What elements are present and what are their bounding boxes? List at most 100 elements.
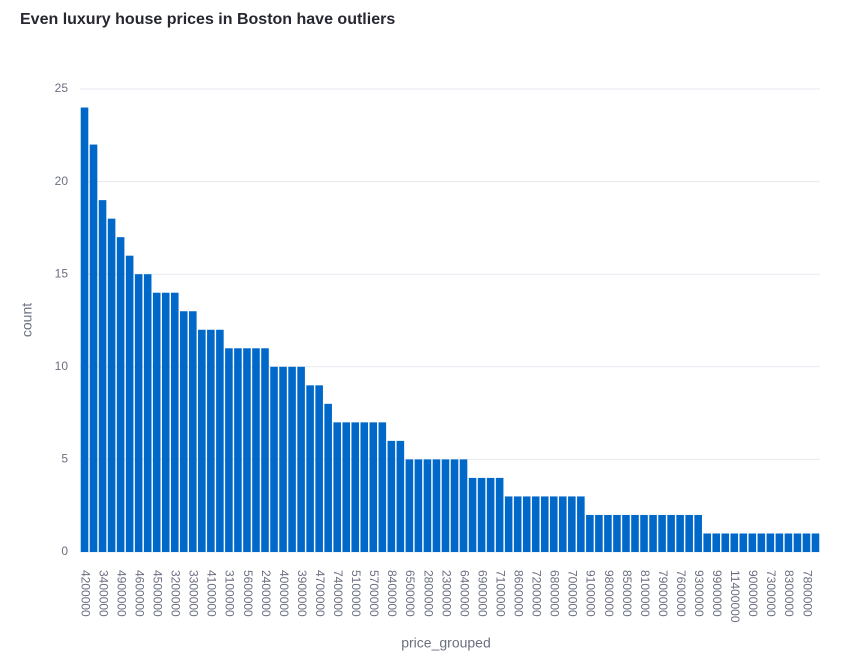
x-tick-label: 4600000	[132, 570, 146, 617]
x-tick-label: 8600000	[512, 570, 526, 617]
x-tick-label: 3100000	[223, 570, 237, 617]
bar	[225, 348, 233, 552]
bar	[152, 292, 161, 552]
bar	[631, 514, 639, 552]
x-tick-label: 3200000	[169, 570, 183, 617]
bar	[703, 533, 711, 552]
x-axis-title: price_grouped	[401, 635, 491, 651]
bar	[739, 533, 748, 552]
bar	[676, 514, 684, 552]
x-tick-label: 4700000	[313, 570, 327, 617]
bar	[342, 422, 351, 552]
bar	[459, 459, 468, 552]
bar	[640, 514, 648, 552]
bar	[540, 496, 549, 552]
chart-title: Even luxury house prices in Boston have …	[20, 11, 395, 28]
bar	[649, 514, 657, 552]
x-tick-label: 5600000	[241, 570, 255, 617]
x-tick-label: 8500000	[620, 570, 634, 617]
bar	[324, 403, 332, 552]
bar	[143, 274, 152, 552]
bar	[712, 533, 721, 552]
bar	[568, 496, 576, 552]
bar	[450, 459, 459, 552]
bar	[513, 496, 522, 552]
bar	[234, 348, 242, 552]
x-tick-label: 7000000	[566, 570, 580, 617]
bar	[107, 218, 116, 552]
bar	[98, 200, 107, 552]
bar	[802, 533, 811, 552]
bar	[685, 514, 693, 552]
bar	[207, 329, 215, 552]
bar	[387, 440, 396, 552]
x-tick-label: 9800000	[602, 570, 616, 617]
x-tick-label: 5700000	[367, 570, 381, 617]
bar	[468, 477, 477, 552]
bar	[369, 422, 378, 552]
y-tick-label: 0	[61, 544, 68, 558]
bar	[261, 348, 269, 552]
x-tick-label: 7200000	[530, 570, 544, 617]
bar	[198, 329, 206, 552]
x-tick-label: 8100000	[638, 570, 652, 617]
x-tick-label: 6400000	[457, 570, 471, 617]
x-tick-label: 2400000	[259, 570, 273, 617]
bar	[243, 348, 251, 552]
x-tick-label: 2800000	[421, 570, 435, 617]
x-tick-label: 9300000	[692, 570, 706, 617]
y-tick-label: 25	[55, 81, 69, 95]
x-tick-label: 7100000	[493, 570, 507, 617]
bar	[486, 477, 495, 552]
bar	[414, 459, 423, 552]
y-tick-label: 10	[55, 359, 69, 373]
bar	[784, 533, 793, 552]
bar	[405, 459, 414, 552]
x-tick-label: 7900000	[656, 570, 670, 617]
bar	[252, 348, 260, 552]
x-tick-label: 9100000	[584, 570, 598, 617]
bar	[622, 514, 630, 552]
bar	[134, 274, 143, 552]
bar	[604, 514, 612, 552]
bar	[694, 514, 702, 552]
bar	[477, 477, 486, 552]
x-tick-label: 6500000	[403, 570, 417, 617]
x-tick-label: 2300000	[439, 570, 453, 617]
y-tick-label: 15	[55, 266, 69, 280]
bar	[378, 422, 387, 552]
bar	[279, 366, 287, 552]
bar	[531, 496, 540, 552]
x-tick-label: 3300000	[187, 570, 201, 617]
bar	[595, 514, 603, 552]
bar	[189, 311, 197, 552]
bar	[577, 496, 585, 552]
bar	[504, 496, 513, 552]
x-tick-label: 3400000	[96, 570, 110, 617]
x-tick-label: 7300000	[764, 570, 778, 617]
x-tick-label: 4100000	[205, 570, 219, 617]
bar	[270, 366, 278, 552]
bar	[216, 329, 224, 552]
bar	[721, 533, 730, 552]
x-tick-label: 7400000	[331, 570, 345, 617]
y-tick-label: 5	[61, 452, 68, 466]
bar	[757, 533, 766, 552]
y-axis-title: count	[19, 303, 35, 337]
x-tick-label: 4200000	[78, 570, 92, 617]
bar	[161, 292, 170, 552]
bar	[116, 237, 125, 552]
x-tick-label: 5100000	[349, 570, 363, 617]
x-tick-label: 8400000	[385, 570, 399, 617]
x-tick-label: 11400000	[728, 570, 742, 623]
x-tick-label: 4500000	[151, 570, 165, 617]
x-tick-label: 4900000	[114, 570, 128, 617]
bar	[333, 422, 341, 552]
bar	[170, 292, 179, 552]
x-tick-label: 4000000	[277, 570, 291, 617]
bar	[766, 533, 775, 552]
x-tick-label: 6900000	[475, 570, 489, 617]
bar	[748, 533, 757, 552]
bar	[495, 477, 504, 552]
x-tick-label: 7600000	[674, 570, 688, 617]
